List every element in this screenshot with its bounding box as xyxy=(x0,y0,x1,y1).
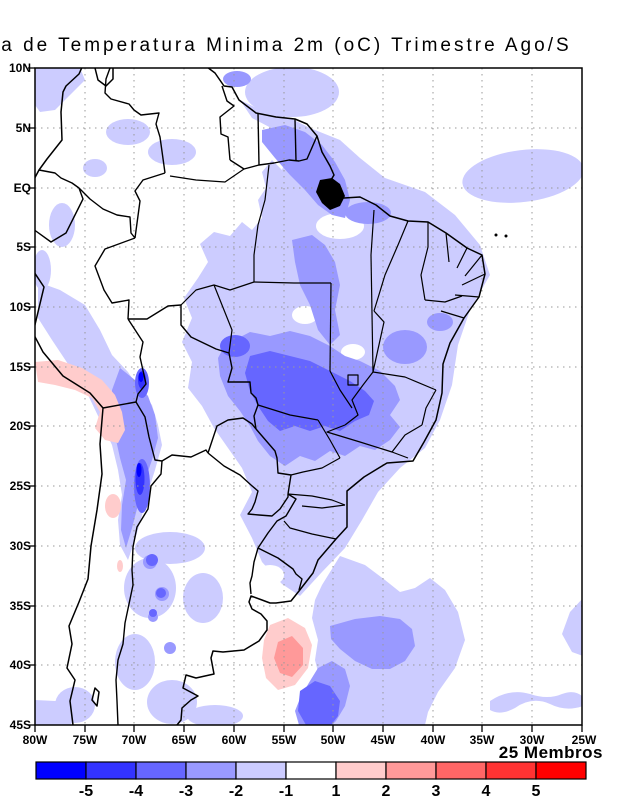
lon-tick-label: 25W xyxy=(572,733,597,747)
lat-tick-label: 20S xyxy=(10,419,31,433)
colorbar-cell xyxy=(35,761,87,780)
colorbar-tick-label: 4 xyxy=(482,783,491,800)
colorbar-cell xyxy=(535,761,587,780)
lat-tick-label: 15S xyxy=(10,360,31,374)
colorbar-tick-label: -4 xyxy=(129,783,143,800)
colorbar-cell xyxy=(285,761,337,780)
colorbar-tick-label: -5 xyxy=(79,783,93,800)
colorbar-tick-label: 5 xyxy=(532,783,541,800)
lon-tick-label: 75W xyxy=(73,733,98,747)
lon-tick-label: 65W xyxy=(172,733,197,747)
colorbar-cell xyxy=(485,761,537,780)
figure-title: ia de Temperatura Minima 2m (oC) Trimest… xyxy=(0,35,572,56)
lat-tick-label: 10N xyxy=(9,61,31,75)
lat-tick-label: 5S xyxy=(16,240,31,254)
amazon-delta-blob xyxy=(316,178,508,238)
map-frame xyxy=(34,67,583,726)
colorbar-tick-label: -3 xyxy=(179,783,193,800)
colorbar-cell xyxy=(85,761,137,780)
colorbar-cell xyxy=(335,761,387,780)
lon-tick-label: 35W xyxy=(470,733,495,747)
ensemble-members-label: 25 Membros xyxy=(499,743,603,762)
colorbar-tick-label: 3 xyxy=(432,783,441,800)
colorbar-cell xyxy=(185,761,237,780)
shading-white-holes xyxy=(256,213,365,585)
lon-tick-label: 30W xyxy=(520,733,545,747)
colorbar xyxy=(35,761,587,780)
shading-deepest-blue xyxy=(136,372,144,477)
lat-lon-gridlines xyxy=(35,68,582,725)
lat-tick-label: 45S xyxy=(10,718,31,732)
colorbar-cell xyxy=(435,761,487,780)
country-borders xyxy=(35,68,318,725)
colorbar-cell xyxy=(235,761,287,780)
colorbar-tick-label: -1 xyxy=(279,783,293,800)
lon-tick-label: 45W xyxy=(371,733,396,747)
lon-tick-label: 60W xyxy=(222,733,247,747)
lon-tick-label: 70W xyxy=(122,733,147,747)
lat-tick-label: EQ xyxy=(14,181,31,195)
colorbar-cell xyxy=(135,761,187,780)
map-content xyxy=(35,68,582,725)
lon-tick-label: 55W xyxy=(272,733,297,747)
colorbar-tick-label: -2 xyxy=(229,783,243,800)
colorbar-tick-label: 1 xyxy=(332,783,341,800)
colorbar-tick-label: 2 xyxy=(382,783,391,800)
lon-tick-label: 80W xyxy=(23,733,48,747)
lon-tick-label: 40W xyxy=(421,733,446,747)
lat-tick-label: 40S xyxy=(10,658,31,672)
lon-axis-labels: 80W 75W 70W 65W 60W 55W 50W 45W 40W 35W … xyxy=(23,733,597,747)
lon-tick-label: 50W xyxy=(321,733,346,747)
state-borders xyxy=(169,164,486,540)
lat-axis-labels: 10N 5N EQ 5S 10S 15S 20S 25S 30S 35S 40S… xyxy=(9,61,31,732)
lat-tick-label: 5N xyxy=(16,121,31,135)
lat-tick-label: 25S xyxy=(10,479,31,493)
lat-tick-label: 10S xyxy=(10,300,31,314)
lat-tick-label: 35S xyxy=(10,599,31,613)
lat-tick-label: 30S xyxy=(10,539,31,553)
colorbar-cell xyxy=(385,761,437,780)
colorbar-labels: -5 -4 -3 -2 -1 1 2 3 4 5 xyxy=(79,783,541,800)
axis-ticks xyxy=(28,67,583,732)
shading-pink-core xyxy=(274,636,303,677)
